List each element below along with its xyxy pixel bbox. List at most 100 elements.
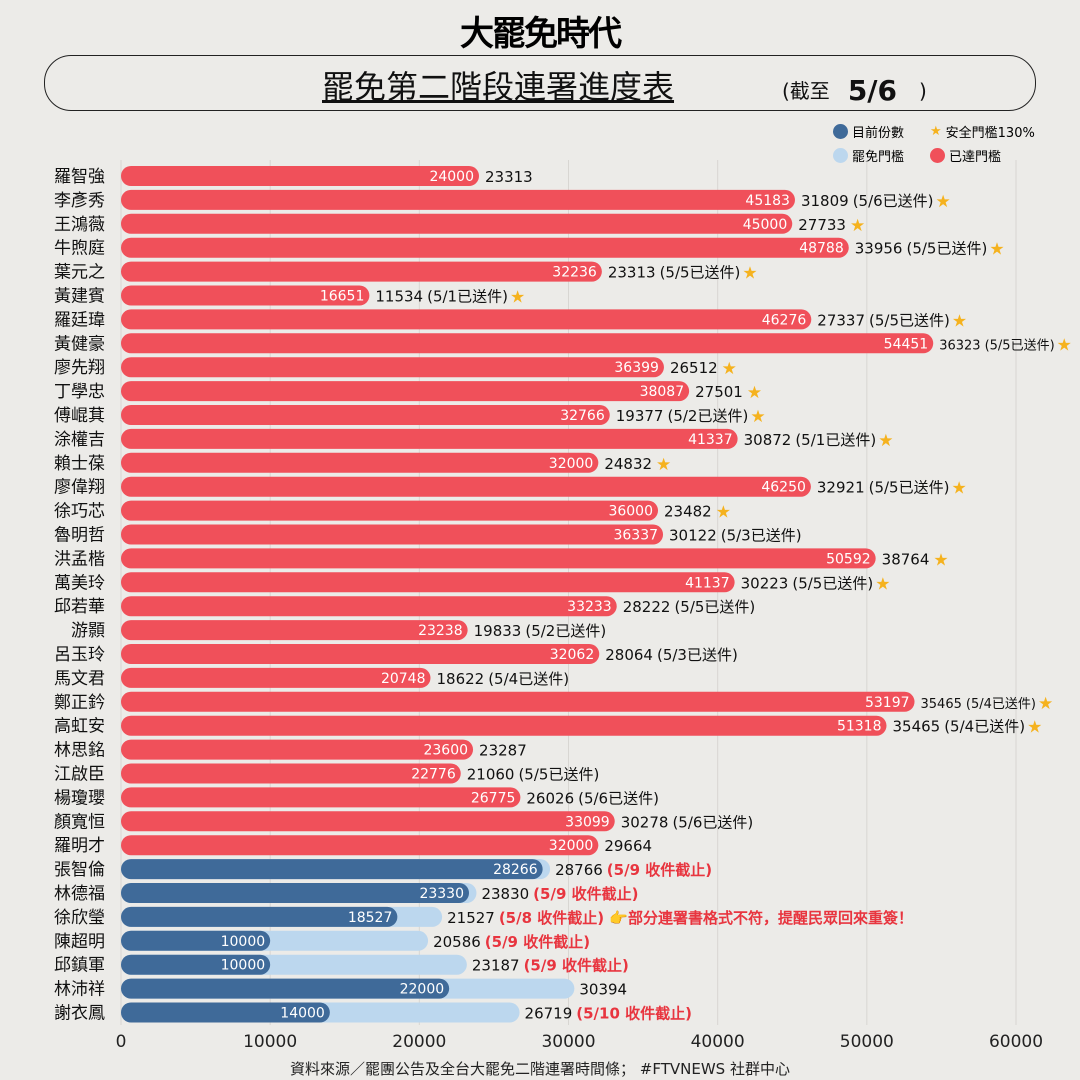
threshold-label: 11534 bbox=[375, 288, 423, 306]
asof-suffix: ) bbox=[919, 79, 927, 103]
row-name: 羅明才 bbox=[54, 836, 105, 856]
x-tick-label: 40000 bbox=[691, 1032, 745, 1052]
legend-label: 目前份數 bbox=[852, 126, 905, 141]
x-tick-label: 0 bbox=[116, 1032, 127, 1052]
bar-value-label: 26775 bbox=[471, 790, 516, 806]
bar-value-label: 36399 bbox=[614, 360, 659, 376]
legend-swatch bbox=[833, 124, 848, 139]
threshold-label: 30278 bbox=[621, 813, 669, 831]
bar-value-label: 46250 bbox=[761, 480, 806, 496]
row-name: 萬美玲 bbox=[54, 573, 105, 593]
bar-value-label: 45183 bbox=[745, 193, 790, 209]
bar-current-reached bbox=[121, 835, 599, 856]
status-note: (5/10 收件截止) bbox=[576, 1005, 692, 1023]
status-note: (5/5已送件) bbox=[792, 574, 873, 592]
x-tick-label: 60000 bbox=[989, 1032, 1043, 1052]
threshold-label: 23313 bbox=[485, 168, 533, 186]
bar-current-reached bbox=[121, 381, 690, 402]
row-name: 黃健豪 bbox=[54, 333, 105, 354]
bar-current-reached bbox=[121, 524, 664, 545]
legend-reached: 已達門檻 bbox=[930, 146, 1001, 165]
star-icon: ★ bbox=[933, 550, 948, 570]
row-name: 馬文君 bbox=[54, 669, 105, 689]
threshold-label: 26719 bbox=[525, 1005, 573, 1023]
bar-current-reached bbox=[121, 715, 887, 736]
status-note: (5/9 收件截止) bbox=[607, 861, 712, 879]
star-icon: ★ bbox=[1057, 335, 1072, 355]
bar-current bbox=[121, 978, 450, 999]
status-note: (5/4已送件) bbox=[944, 718, 1025, 736]
threshold-label: 28222 bbox=[623, 598, 671, 616]
bar-value-label: 22000 bbox=[400, 982, 445, 998]
threshold-label: 23830 bbox=[481, 885, 529, 903]
star-icon: ★ bbox=[850, 216, 865, 236]
status-note: (5/2已送件) bbox=[525, 622, 606, 640]
row-name: 廖先翔 bbox=[54, 358, 105, 378]
x-tick-label: 30000 bbox=[541, 1032, 595, 1052]
threshold-label: 24832 bbox=[604, 455, 652, 473]
star-icon: ★ bbox=[1038, 694, 1053, 714]
legend-threshold: 罷免門檻 bbox=[833, 146, 904, 165]
row-name: 傅崐萁 bbox=[54, 406, 105, 426]
star-icon: ★ bbox=[742, 264, 757, 284]
bar-current-reached bbox=[121, 428, 738, 449]
row-name: 涂權吉 bbox=[54, 430, 105, 450]
threshold-label: 28064 bbox=[605, 646, 653, 664]
threshold-label: 30394 bbox=[579, 981, 627, 999]
bar-value-label: 32766 bbox=[560, 408, 605, 424]
bar-current-reached bbox=[121, 596, 617, 617]
threshold-label: 31809 bbox=[801, 192, 849, 210]
status-note: (5/9 收件截止) bbox=[485, 933, 590, 951]
bar-current-reached bbox=[121, 620, 468, 641]
threshold-label: 26512 bbox=[670, 359, 718, 377]
status-note: (5/5已送件) bbox=[674, 598, 755, 616]
bar-value-label: 32000 bbox=[549, 456, 594, 472]
bar-value-label: 41337 bbox=[688, 432, 733, 448]
row-name: 王鴻薇 bbox=[54, 215, 105, 235]
status-note: (5/5已送件) bbox=[660, 264, 741, 282]
status-note: (5/5已送件) bbox=[869, 479, 950, 497]
star-icon: ★ bbox=[875, 574, 890, 594]
row-name: 洪孟楷 bbox=[54, 549, 105, 569]
threshold-label: 23287 bbox=[479, 742, 527, 760]
row-name: 葉元之 bbox=[54, 263, 105, 283]
row-name: 魯明哲 bbox=[54, 526, 105, 546]
threshold-label: 23187 bbox=[472, 957, 520, 975]
bar-value-label: 24000 bbox=[429, 169, 474, 185]
bar-current-reached bbox=[121, 357, 664, 378]
row-name: 徐欣瑩 bbox=[54, 908, 105, 928]
bar-value-label: 10000 bbox=[221, 958, 266, 974]
threshold-label: 19377 bbox=[616, 407, 664, 425]
legend-current: 目前份數 bbox=[833, 122, 904, 141]
bar-value-label: 36000 bbox=[608, 504, 653, 520]
star-icon: ★ bbox=[747, 383, 762, 403]
legend-label: 安全門檻130% bbox=[945, 126, 1035, 141]
row-name: 呂玉玲 bbox=[54, 645, 105, 665]
x-tick-label: 10000 bbox=[243, 1032, 297, 1052]
star-icon: ★ bbox=[989, 240, 1004, 260]
threshold-label: 35465 bbox=[921, 697, 962, 712]
page-title: 罷免第二階段連署進度表 bbox=[322, 68, 675, 106]
bar-value-label: 10000 bbox=[221, 934, 266, 950]
legend-swatch bbox=[833, 148, 848, 163]
threshold-label: 20586 bbox=[433, 933, 481, 951]
bar-value-label: 51318 bbox=[837, 719, 882, 735]
bar-value-label: 20748 bbox=[381, 671, 426, 687]
bar-current bbox=[121, 883, 470, 903]
row-name: 林沛祥 bbox=[54, 980, 105, 1000]
threshold-label: 30122 bbox=[669, 527, 717, 545]
bar-value-label: 18527 bbox=[348, 910, 393, 926]
x-tick-label: 20000 bbox=[392, 1032, 446, 1052]
status-note: (5/5已送件) bbox=[869, 311, 950, 329]
bar-current-reached bbox=[121, 667, 431, 688]
row-name: 徐巧芯 bbox=[54, 502, 105, 522]
bar-current-reached bbox=[121, 333, 934, 354]
star-icon: ★ bbox=[952, 311, 967, 331]
row-name: 鄭正鈐 bbox=[54, 693, 105, 713]
row-name: 顏寬恒 bbox=[54, 812, 105, 832]
threshold-label: 30223 bbox=[741, 574, 789, 592]
logo: 大罷免時代 bbox=[460, 14, 622, 54]
bar-value-label: 50592 bbox=[826, 551, 871, 567]
bar-current-reached bbox=[121, 261, 602, 282]
row-name: 楊瓊瓔 bbox=[54, 788, 105, 808]
